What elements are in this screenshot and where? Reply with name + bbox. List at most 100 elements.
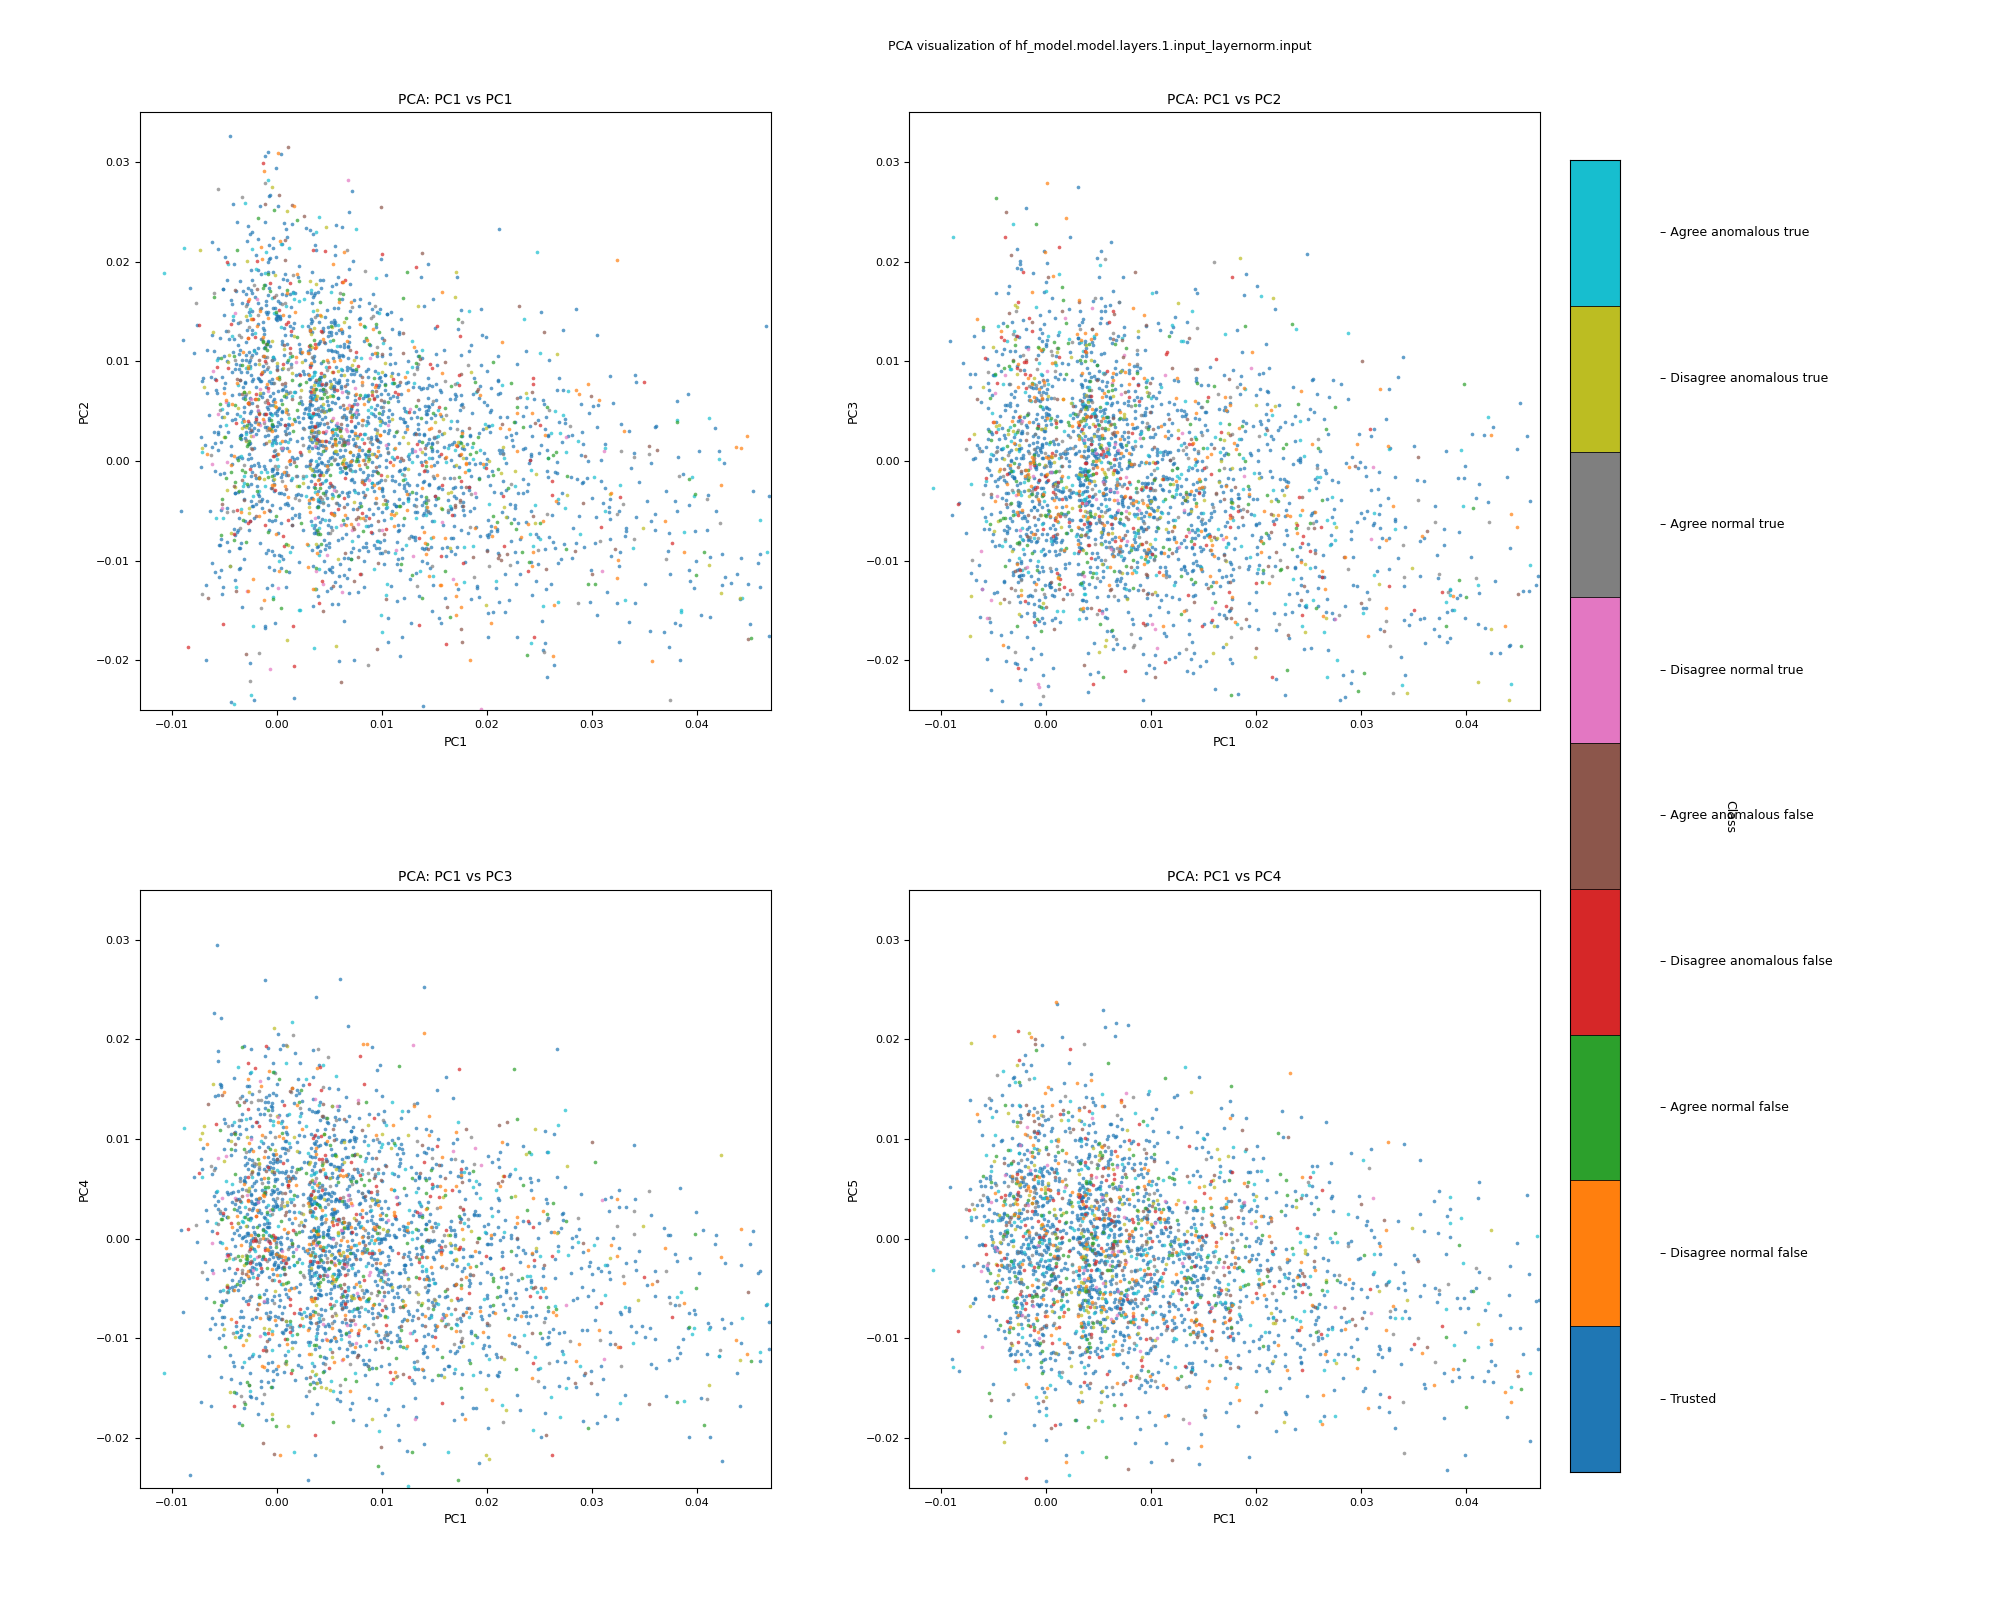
Point: [990, 1256, 1022, 1282]
Point: [1242, 486, 1274, 512]
Point: [1200, 675, 1232, 701]
Point: [270, 1331, 302, 1357]
Point: [1288, 1336, 1320, 1362]
Point: [1170, 1229, 1202, 1254]
Point: [370, 1294, 402, 1320]
Point: [1222, 682, 1254, 707]
Point: [376, 498, 408, 523]
Point: [278, 1186, 310, 1211]
Point: [1062, 411, 1094, 437]
Point: [1010, 349, 1042, 374]
Point: [250, 1286, 282, 1312]
Point: [460, 485, 492, 510]
Point: [258, 386, 290, 411]
Point: [1088, 1250, 1120, 1275]
Point: [1460, 565, 1492, 590]
Point: [310, 296, 342, 322]
Point: [1066, 392, 1098, 418]
Point: [1168, 1221, 1200, 1246]
Point: [320, 1155, 352, 1181]
Point: [378, 424, 410, 450]
Point: [522, 1368, 554, 1394]
Point: [540, 440, 572, 466]
Point: [350, 1146, 382, 1171]
Point: [1210, 1194, 1242, 1219]
Point: [1074, 509, 1106, 534]
Point: [1044, 610, 1076, 635]
Point: [1102, 459, 1134, 485]
Point: [1062, 424, 1094, 450]
Point: [260, 1157, 292, 1182]
Point: [198, 318, 230, 344]
Point: [1138, 579, 1170, 605]
Point: [1046, 1296, 1078, 1322]
Point: [302, 1214, 334, 1240]
Point: [1022, 1234, 1054, 1259]
Point: [1460, 1275, 1492, 1301]
Point: [1130, 539, 1162, 565]
Point: [1240, 382, 1272, 408]
Point: [976, 1104, 1008, 1130]
Point: [1290, 592, 1322, 618]
Point: [1072, 1186, 1104, 1211]
Point: [1098, 635, 1130, 661]
Point: [1178, 640, 1210, 666]
Point: [328, 512, 360, 538]
Point: [404, 1202, 436, 1227]
Point: [1310, 1341, 1342, 1366]
Point: [488, 533, 520, 558]
Point: [222, 517, 254, 542]
Point: [284, 371, 316, 397]
Point: [1392, 1306, 1424, 1331]
Point: [466, 322, 498, 347]
Point: [364, 1221, 396, 1246]
Point: [372, 403, 404, 429]
Point: [990, 1325, 1022, 1350]
Point: [996, 1253, 1028, 1278]
Point: [424, 1173, 456, 1198]
Point: [1298, 400, 1330, 426]
Point: [446, 1376, 478, 1402]
Point: [262, 192, 294, 218]
Point: [268, 1216, 300, 1242]
Point: [382, 1328, 414, 1354]
Point: [992, 328, 1024, 354]
Point: [1374, 435, 1406, 461]
Point: [294, 454, 326, 480]
Point: [286, 1117, 318, 1142]
Point: [324, 424, 356, 450]
Point: [1002, 1131, 1034, 1157]
Point: [1020, 474, 1052, 499]
Point: [1088, 414, 1120, 440]
Point: [238, 416, 270, 442]
Point: [946, 350, 978, 376]
Point: [1102, 1342, 1134, 1368]
Point: [428, 434, 460, 459]
Point: [1022, 1120, 1054, 1146]
Point: [230, 578, 262, 603]
Point: [1004, 562, 1036, 587]
Point: [1004, 1131, 1036, 1157]
Point: [224, 1085, 256, 1110]
Point: [1138, 466, 1170, 491]
Point: [468, 1334, 500, 1360]
Point: [300, 1165, 332, 1190]
Point: [714, 1310, 746, 1336]
Point: [290, 483, 322, 509]
Point: [574, 1248, 606, 1274]
Point: [522, 408, 554, 434]
Point: [250, 1290, 282, 1315]
Point: [376, 1291, 408, 1317]
Point: [1030, 594, 1062, 619]
Point: [1182, 1283, 1214, 1309]
Point: [352, 1112, 384, 1138]
Point: [446, 517, 478, 542]
Point: [300, 1205, 332, 1230]
Point: [248, 408, 280, 434]
Point: [1076, 1272, 1108, 1298]
Point: [1086, 1408, 1118, 1434]
Point: [1040, 1237, 1072, 1262]
Point: [1102, 630, 1134, 656]
Point: [370, 1322, 402, 1347]
Point: [1318, 510, 1350, 536]
